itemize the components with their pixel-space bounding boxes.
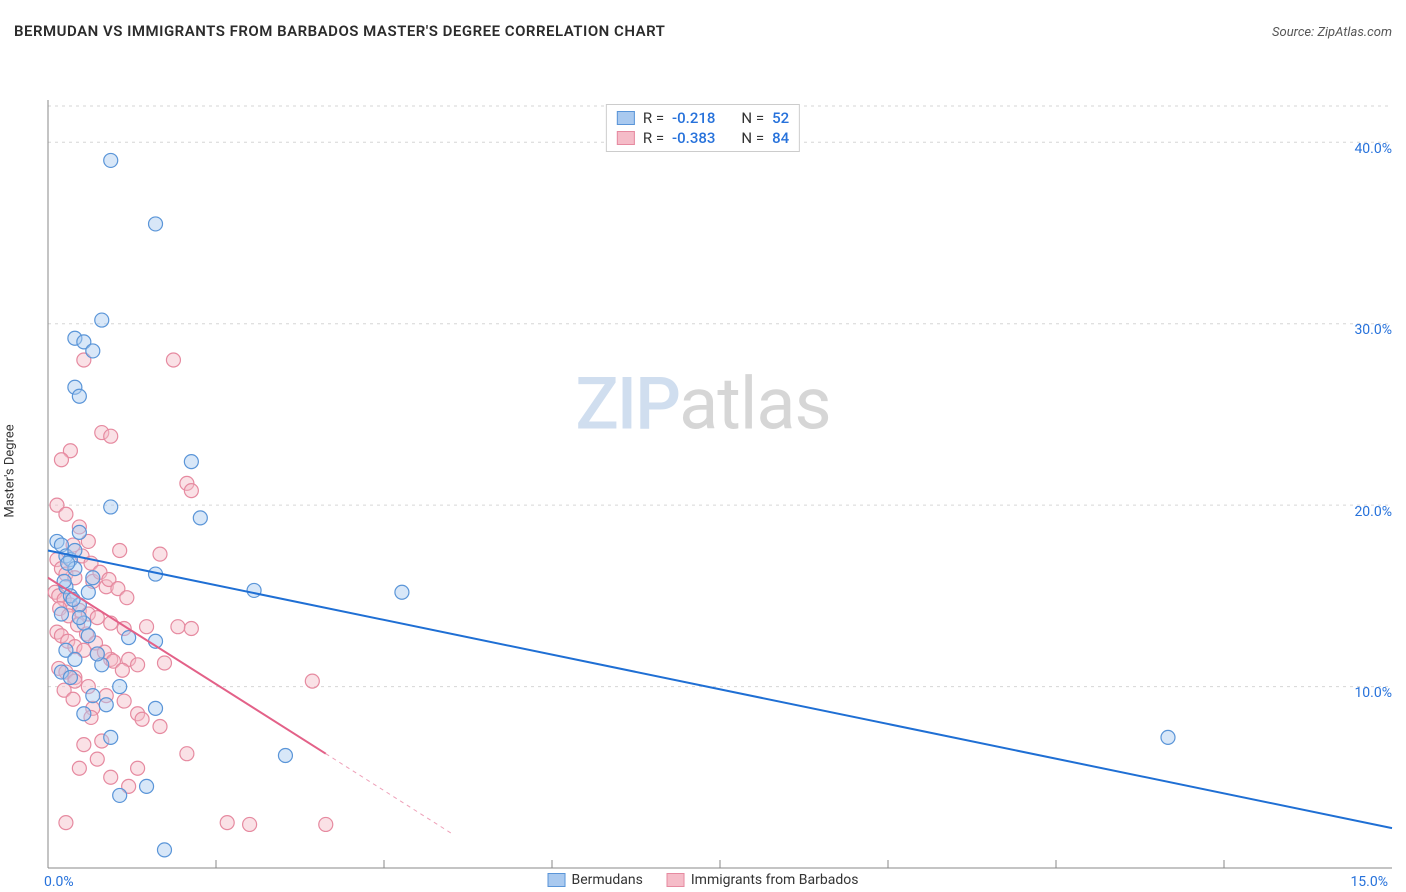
legend-item: Immigrants from Barbados (667, 872, 859, 888)
legend-stat-row: R = -0.218 N = 52 (617, 109, 789, 127)
chart-header: BERMUDAN VS IMMIGRANTS FROM BARBADOS MAS… (14, 22, 1392, 40)
chart-title: BERMUDAN VS IMMIGRANTS FROM BARBADOS MAS… (14, 22, 665, 40)
legend-swatch (617, 111, 635, 125)
scatter-plot (0, 50, 1406, 892)
r-label: R = (643, 109, 664, 127)
n-value: 52 (772, 109, 789, 127)
series-legend: Bermudans Immigrants from Barbados (548, 872, 859, 888)
r-value: -0.383 (672, 129, 715, 147)
source-label: Source: (1272, 25, 1317, 40)
legend-swatch (667, 873, 685, 887)
y-axis-label: Master's Degree (3, 424, 18, 517)
source-name: ZipAtlas.com (1317, 25, 1392, 40)
r-value: -0.218 (672, 109, 715, 127)
y-tick-40: 40.0% (1354, 141, 1392, 157)
source-citation: Source: ZipAtlas.com (1272, 25, 1392, 40)
legend-swatch (617, 131, 635, 145)
n-value: 84 (772, 129, 789, 147)
y-tick-20: 20.0% (1354, 504, 1392, 520)
n-label: N = (741, 129, 764, 147)
legend-label: Bermudans (572, 872, 643, 888)
chart-area: Master's Degree ZIPatlas R = -0.218N = 5… (0, 50, 1406, 892)
legend-swatch (548, 873, 566, 887)
x-tick-min: 0.0% (44, 874, 74, 890)
legend-item: Bermudans (548, 872, 643, 888)
correlation-legend: R = -0.218 N = 52 R = -0.383 N = 84 (606, 104, 800, 152)
x-tick-max: 15.0% (1350, 874, 1388, 890)
y-tick-30: 30.0% (1354, 322, 1392, 338)
legend-label: Immigrants from Barbados (691, 872, 859, 888)
n-label: N = (741, 109, 764, 127)
r-label: R = (643, 129, 664, 147)
legend-stat-row: R = -0.383 N = 84 (617, 129, 789, 147)
y-tick-10: 10.0% (1354, 685, 1392, 701)
